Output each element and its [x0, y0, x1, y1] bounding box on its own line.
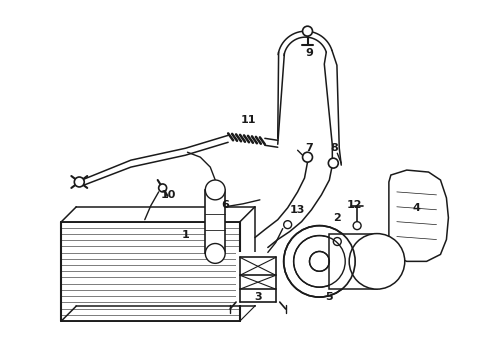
Polygon shape: [236, 252, 280, 305]
Polygon shape: [61, 222, 240, 321]
Circle shape: [205, 180, 225, 200]
Circle shape: [328, 158, 338, 168]
Text: 5: 5: [325, 292, 333, 302]
Text: 6: 6: [221, 200, 229, 210]
Polygon shape: [389, 170, 448, 261]
Circle shape: [159, 184, 167, 192]
Text: 11: 11: [240, 116, 256, 126]
Circle shape: [284, 226, 355, 297]
Text: 9: 9: [306, 48, 314, 58]
Text: 2: 2: [333, 213, 341, 223]
Text: 13: 13: [290, 205, 305, 215]
Circle shape: [302, 26, 313, 36]
Text: 1: 1: [182, 230, 189, 239]
Circle shape: [333, 238, 341, 246]
Circle shape: [353, 222, 361, 230]
Text: 3: 3: [254, 292, 262, 302]
Circle shape: [284, 221, 292, 229]
Text: 12: 12: [346, 200, 362, 210]
Circle shape: [294, 235, 345, 287]
Circle shape: [302, 152, 313, 162]
Text: 8: 8: [330, 143, 338, 153]
Circle shape: [205, 243, 225, 264]
Polygon shape: [205, 190, 225, 253]
Circle shape: [310, 251, 329, 271]
Polygon shape: [329, 234, 377, 289]
Text: 4: 4: [413, 203, 420, 213]
Circle shape: [349, 234, 405, 289]
Text: 10: 10: [161, 190, 176, 200]
Text: 7: 7: [306, 143, 314, 153]
Circle shape: [74, 177, 84, 187]
